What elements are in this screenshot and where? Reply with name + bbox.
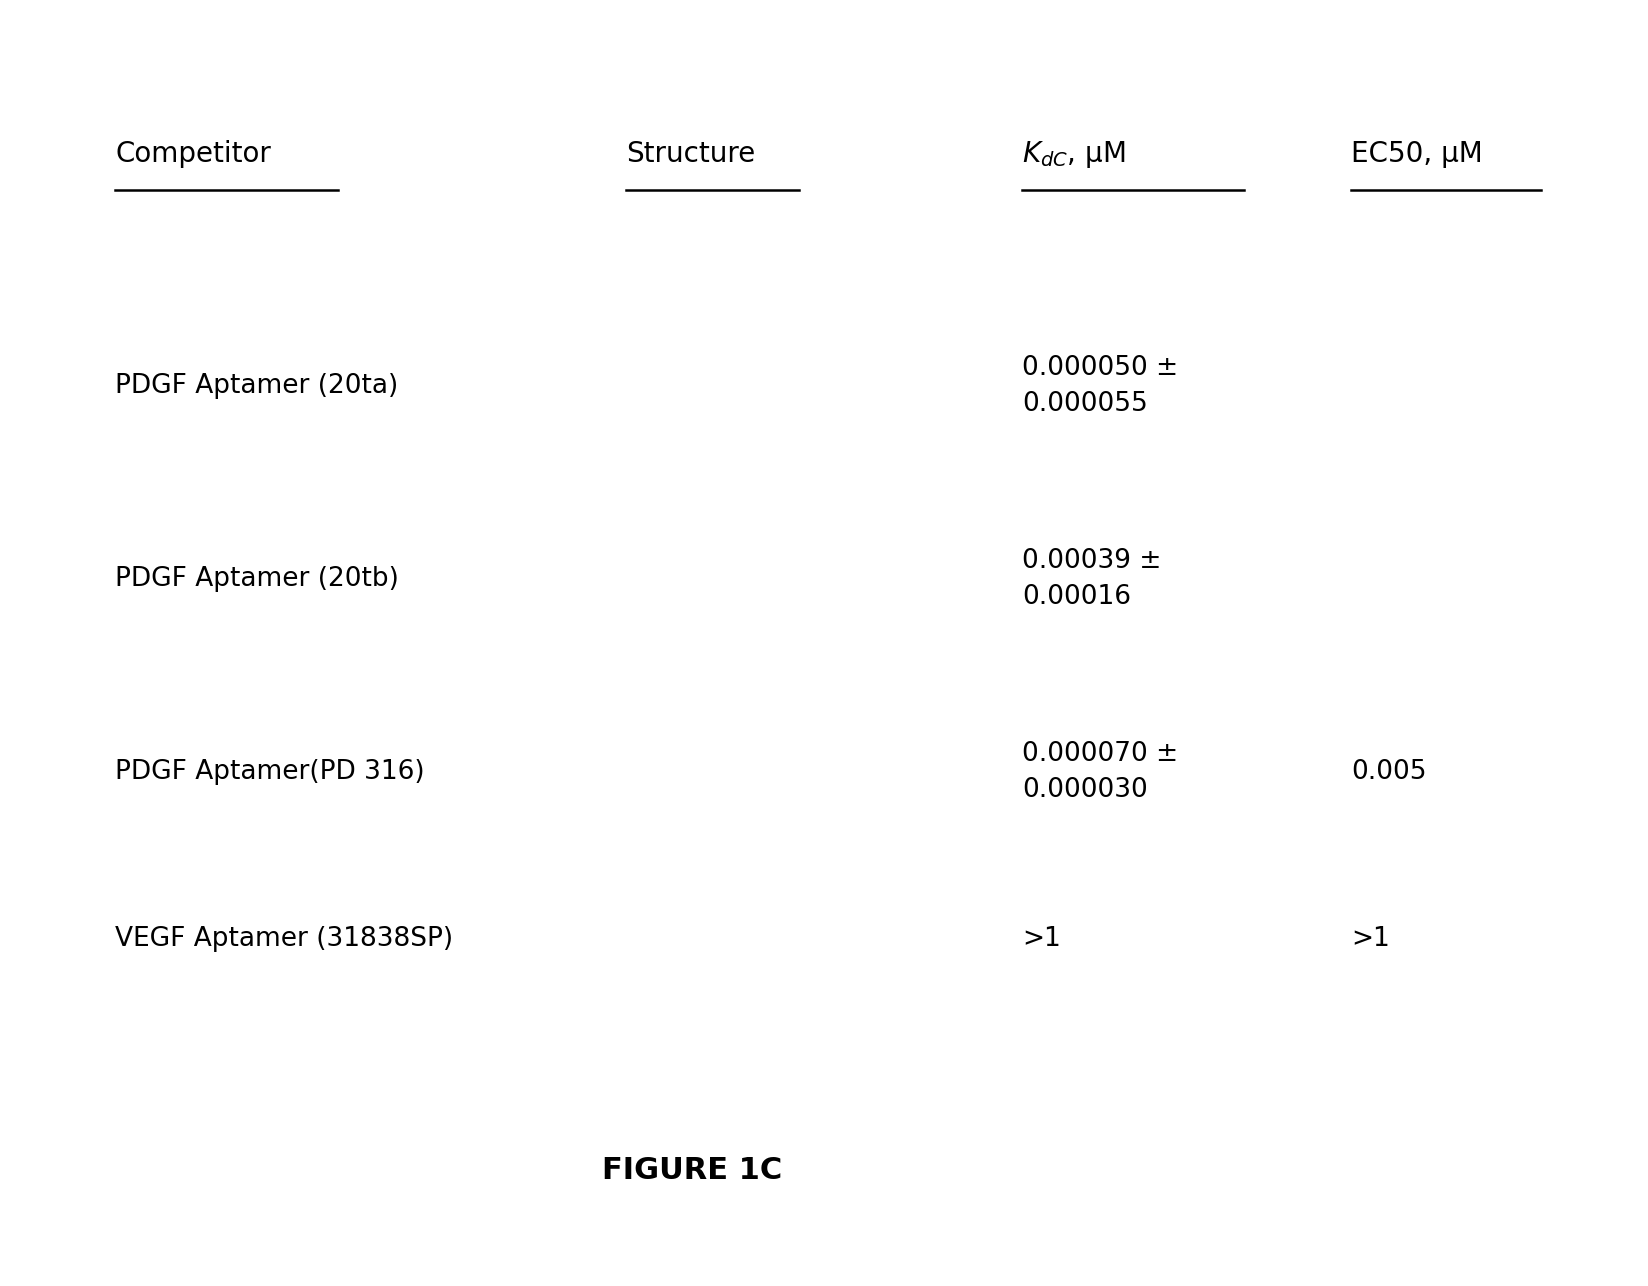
Text: 0.000050 ±
0.000055: 0.000050 ± 0.000055 [1022,355,1178,417]
Text: >1: >1 [1022,926,1061,952]
Text: VEGF Aptamer (31838SP): VEGF Aptamer (31838SP) [115,926,453,952]
Text: PDGF Aptamer (20tb): PDGF Aptamer (20tb) [115,566,399,592]
Text: >1: >1 [1351,926,1391,952]
Text: EC50, μM: EC50, μM [1351,140,1483,168]
Text: 0.00039 ±
0.00016: 0.00039 ± 0.00016 [1022,548,1162,610]
Text: Structure: Structure [626,140,755,168]
Text: FIGURE 1C: FIGURE 1C [602,1156,783,1184]
Text: 0.005: 0.005 [1351,759,1427,784]
Text: $K_{dC}$, μM: $K_{dC}$, μM [1022,139,1126,170]
Text: 0.000070 ±
0.000030: 0.000070 ± 0.000030 [1022,741,1178,802]
Text: PDGF Aptamer(PD 316): PDGF Aptamer(PD 316) [115,759,425,784]
Text: Competitor: Competitor [115,140,272,168]
Text: PDGF Aptamer (20ta): PDGF Aptamer (20ta) [115,373,399,399]
